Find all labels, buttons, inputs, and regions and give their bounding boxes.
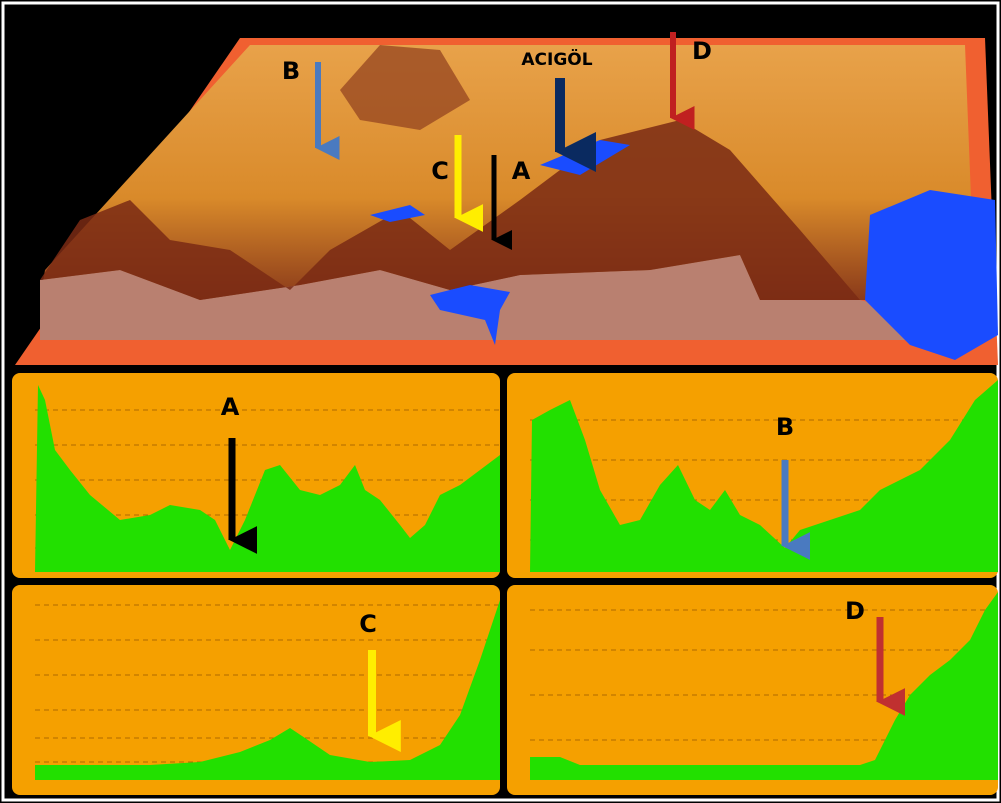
terrain-label: D — [692, 37, 712, 65]
profile-c: C — [12, 585, 500, 795]
terrain-label: B — [282, 57, 300, 85]
profile-label: A — [221, 393, 240, 421]
profile-d: D — [507, 585, 998, 795]
figure: B ACIGÖL D C A A B C D — [0, 0, 1001, 803]
terrain-label: C — [431, 157, 449, 185]
profile-label: C — [359, 610, 377, 638]
profile-a: A — [12, 373, 500, 578]
profile-label: D — [845, 597, 865, 625]
profile-label: B — [776, 413, 794, 441]
terrain-label: A — [512, 157, 531, 185]
profile-b: B — [507, 373, 998, 578]
terrain-label: ACIGÖL — [521, 48, 592, 70]
